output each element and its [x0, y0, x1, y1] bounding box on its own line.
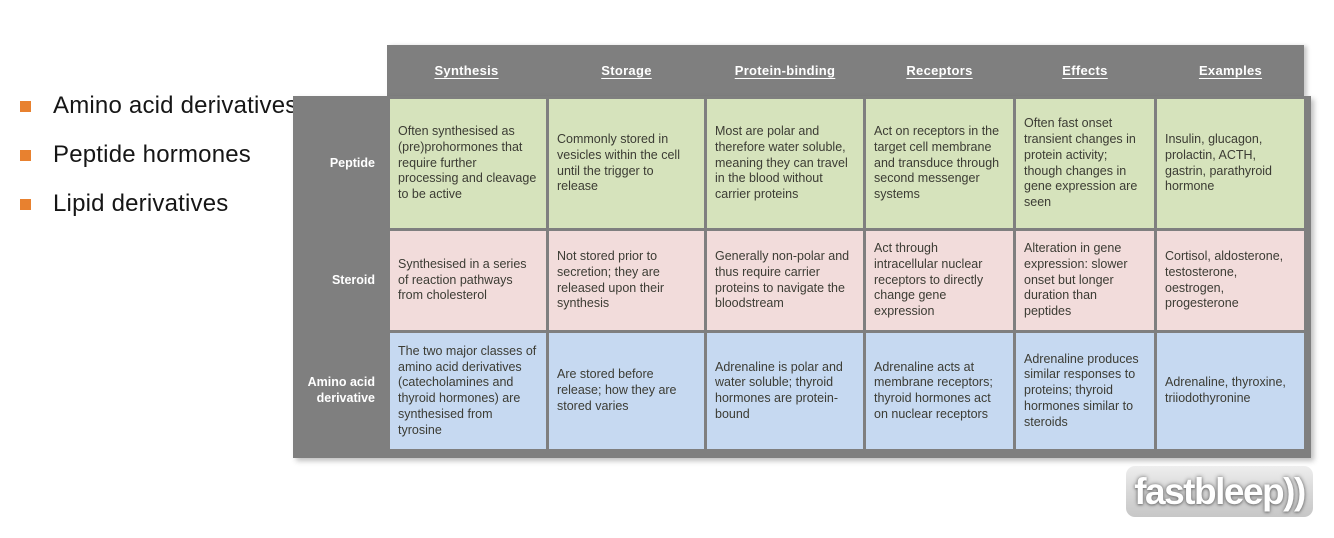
cell-text: Act on receptors in the target cell memb… — [874, 124, 1000, 202]
column-header-protein-binding: Protein-binding — [734, 63, 836, 78]
cell-text: Often synthesised as (pre)prohormones th… — [398, 124, 537, 202]
table-cell-steroid-receptors: Act through intracellular nuclear recept… — [866, 231, 1013, 330]
list-item: Amino acid derivatives — [20, 92, 298, 120]
list-item: Peptide hormones — [20, 141, 298, 169]
cell-text: Adrenaline, thyroxine, triiodothyronine — [1165, 375, 1286, 405]
cell-text: Insulin, glucagon, prolactin, ACTH, gast… — [1165, 132, 1273, 194]
cell-text: Are stored before release; how they are … — [557, 367, 677, 413]
cell-text: The two major classes of amino acid deri… — [398, 343, 537, 437]
bullet-list: Amino acid derivatives Peptide hormones … — [20, 92, 298, 239]
row-label-amino-acid-derivative: Amino acid derivative — [307, 375, 375, 405]
column-header-storage: Storage — [601, 63, 652, 78]
table-cell-amino-synthesis: The two major classes of amino acid deri… — [390, 333, 546, 449]
table-cell-amino-storage: Are stored before release; how they are … — [549, 333, 704, 449]
table-cell-amino-protein-binding: Adrenaline is polar and water soluble; t… — [707, 333, 863, 449]
table-cell-steroid-storage: Not stored prior to secretion; they are … — [549, 231, 704, 330]
column-header-receptors: Receptors — [906, 63, 973, 78]
bullet-square-icon — [20, 150, 31, 161]
cell-text: Alteration in gene expression: slower on… — [1024, 241, 1128, 319]
row-label-peptide: Peptide — [329, 155, 375, 170]
column-header-effects: Effects — [1062, 63, 1108, 78]
table-cell-amino-effects: Adrenaline produces similar responses to… — [1016, 333, 1154, 449]
cell-text: Cortisol, aldosterone, testosterone, oes… — [1165, 249, 1284, 311]
hormone-table: Peptide Often synthesised as (pre)prohor… — [293, 96, 1311, 458]
table-cell-steroid-effects: Alteration in gene expression: slower on… — [1016, 231, 1154, 330]
cell-text: Act through intracellular nuclear recept… — [874, 241, 984, 319]
table-cell-peptide-protein-binding: Most are polar and therefore water solub… — [707, 99, 863, 228]
list-item: Lipid derivatives — [20, 190, 298, 218]
row-label-steroid: Steroid — [331, 272, 375, 287]
table-cell-peptide-receptors: Act on receptors in the target cell memb… — [866, 99, 1013, 228]
cell-text: Adrenaline acts at membrane receptors; t… — [874, 359, 993, 421]
cell-text: Generally non-polar and thus require car… — [715, 249, 850, 311]
fastbleep-logo-text: fastbleep)) — [1134, 470, 1306, 512]
cell-text: Often fast onset transient changes in pr… — [1024, 116, 1138, 209]
cell-text: Adrenaline is polar and water soluble; t… — [715, 359, 843, 421]
list-item-label: Lipid derivatives — [53, 190, 229, 217]
column-header-synthesis: Synthesis — [434, 63, 499, 78]
cell-text: Synthesised in a series of reaction path… — [398, 256, 527, 303]
list-item-label: Peptide hormones — [53, 141, 251, 168]
table-cell-amino-receptors: Adrenaline acts at membrane receptors; t… — [866, 333, 1013, 449]
bullet-square-icon — [20, 199, 31, 210]
column-header-examples: Examples — [1198, 63, 1263, 78]
table-cell-peptide-examples: Insulin, glucagon, prolactin, ACTH, gast… — [1157, 99, 1304, 228]
list-item-label: Amino acid derivatives — [53, 92, 298, 119]
fastbleep-logo: fastbleep)) — [1126, 466, 1313, 517]
cell-text: Most are polar and therefore water solub… — [715, 124, 848, 202]
table-cell-steroid-protein-binding: Generally non-polar and thus require car… — [707, 231, 863, 330]
cell-text: Commonly stored in vesicles within the c… — [557, 132, 680, 194]
table-cell-steroid-examples: Cortisol, aldosterone, testosterone, oes… — [1157, 231, 1304, 330]
cell-text: Adrenaline produces similar responses to… — [1024, 351, 1139, 429]
table-cell-amino-examples: Adrenaline, thyroxine, triiodothyronine — [1157, 333, 1304, 449]
bullet-square-icon — [20, 101, 31, 112]
table-cell-peptide-synthesis: Often synthesised as (pre)prohormones th… — [390, 99, 546, 228]
table-header-row: Synthesis Storage Protein-binding Recept… — [387, 45, 1304, 96]
table-cell-peptide-effects: Often fast onset transient changes in pr… — [1016, 99, 1154, 228]
table-cell-peptide-storage: Commonly stored in vesicles within the c… — [549, 99, 704, 228]
table-cell-steroid-synthesis: Synthesised in a series of reaction path… — [390, 231, 546, 330]
cell-text: Not stored prior to secretion; they are … — [557, 249, 665, 311]
